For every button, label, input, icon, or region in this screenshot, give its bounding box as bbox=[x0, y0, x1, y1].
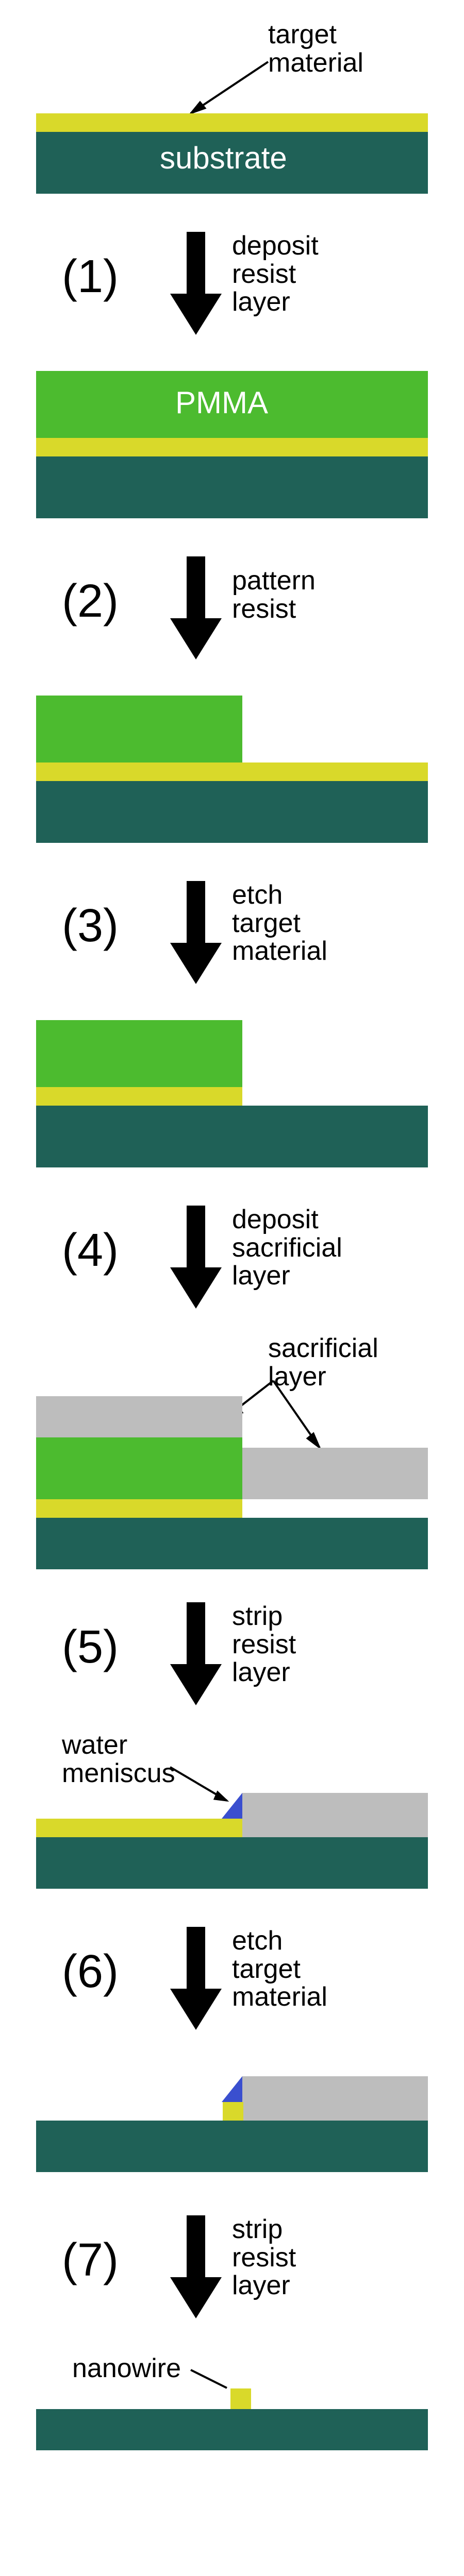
water-meniscus-5 bbox=[222, 1793, 247, 1821]
cross-section-3 bbox=[36, 1020, 428, 1170]
s3t2: target bbox=[232, 908, 301, 938]
layer-sac-side-4 bbox=[242, 1448, 428, 1499]
s6t3: material bbox=[232, 1982, 327, 2012]
step-3-num: (3) bbox=[62, 902, 119, 951]
stage-1: PMMA bbox=[0, 361, 464, 531]
arrow-3 bbox=[170, 881, 222, 984]
s4t3: layer bbox=[232, 1261, 290, 1291]
s7t3: layer bbox=[232, 2270, 290, 2300]
stage-3 bbox=[0, 1010, 464, 1180]
layer-sac-6 bbox=[242, 2076, 428, 2121]
step-4-num: (4) bbox=[62, 1226, 119, 1275]
stage-7: nanowire bbox=[0, 2344, 464, 2478]
label-water-1: water bbox=[62, 1730, 127, 1760]
layer-substrate-3 bbox=[36, 1106, 428, 1167]
s2t1: pattern bbox=[232, 566, 316, 596]
step-1-text: deposit resist layer bbox=[232, 232, 319, 316]
arrow-6 bbox=[170, 1927, 222, 2030]
layer-substrate-5 bbox=[36, 1837, 428, 1889]
layer-sac-5 bbox=[242, 1793, 428, 1837]
label-target-1: target bbox=[268, 20, 337, 49]
cross-section-6 bbox=[36, 2076, 428, 2179]
s7t2: resist bbox=[232, 2243, 296, 2273]
stage-6 bbox=[0, 2056, 464, 2190]
cross-section-7 bbox=[36, 2385, 428, 2468]
s5t2: resist bbox=[232, 1630, 296, 1659]
s6t1: etch bbox=[232, 1926, 283, 1956]
s4t1: deposit bbox=[232, 1205, 319, 1234]
layer-nanowire-7 bbox=[230, 2388, 251, 2409]
cross-section-5 bbox=[36, 1793, 428, 1896]
step-7-text: strip resist layer bbox=[232, 2215, 296, 2300]
layer-pmma-3 bbox=[36, 1020, 242, 1087]
arrow-4 bbox=[170, 1206, 222, 1309]
step-6-num: (6) bbox=[62, 1947, 119, 1996]
stage-initial: target material substrate bbox=[0, 21, 464, 206]
s6t2: target bbox=[232, 1954, 301, 1984]
layer-target-3 bbox=[36, 1087, 242, 1106]
label-water: water meniscus bbox=[62, 1731, 175, 1787]
label-target-2: material bbox=[268, 48, 363, 78]
layer-target-1 bbox=[36, 438, 428, 456]
label-substrate: substrate bbox=[160, 142, 287, 174]
cross-section-0: substrate bbox=[36, 113, 428, 196]
s3t3: material bbox=[232, 936, 327, 966]
step-7-arrow: (7) strip resist layer bbox=[0, 2200, 464, 2334]
label-sac-1: sacrificial bbox=[268, 1333, 378, 1363]
arrow-2 bbox=[170, 556, 222, 659]
layer-substrate-4 bbox=[36, 1518, 428, 1569]
step-2-arrow: (2) pattern resist bbox=[0, 541, 464, 675]
layer-target-4 bbox=[36, 1499, 242, 1518]
label-nanowire: nanowire bbox=[72, 2354, 181, 2383]
layer-target-5 bbox=[36, 1819, 242, 1837]
s2t2: resist bbox=[232, 594, 296, 624]
s7t1: strip bbox=[232, 2214, 283, 2244]
layer-substrate-1 bbox=[36, 456, 428, 518]
layer-target-2 bbox=[36, 762, 428, 781]
water-meniscus-6 bbox=[222, 2076, 247, 2105]
cross-section-2 bbox=[36, 696, 428, 845]
step-1-arrow: (1) deposit resist layer bbox=[0, 216, 464, 350]
s5t3: layer bbox=[232, 1657, 290, 1687]
step-3-text: etch target material bbox=[232, 881, 327, 965]
step-5-num: (5) bbox=[62, 1623, 119, 1672]
layer-pmma-2 bbox=[36, 696, 242, 762]
layer-sac-top-4 bbox=[36, 1396, 242, 1437]
label-target-material: target material bbox=[268, 21, 363, 77]
arrow-5 bbox=[170, 1602, 222, 1705]
s1t1: deposit bbox=[232, 231, 319, 261]
stage-5: water meniscus bbox=[0, 1731, 464, 1901]
layer-substrate-6 bbox=[36, 2121, 428, 2172]
step-6-text: etch target material bbox=[232, 1927, 327, 2011]
layer-substrate-7 bbox=[36, 2409, 428, 2450]
step-5-text: strip resist layer bbox=[232, 1602, 296, 1687]
s5t1: strip bbox=[232, 1601, 283, 1631]
s4t2: sacrificial bbox=[232, 1233, 342, 1263]
s1t3: layer bbox=[232, 287, 290, 317]
layer-pmma-4 bbox=[36, 1437, 242, 1499]
step-2-text: pattern resist bbox=[232, 567, 316, 623]
s3t1: etch bbox=[232, 880, 283, 910]
cross-section-4 bbox=[36, 1396, 428, 1571]
step-3-arrow: (3) etch target material bbox=[0, 866, 464, 999]
step-5-arrow: (5) strip resist layer bbox=[0, 1587, 464, 1721]
step-4-arrow: (4) deposit sacrificial layer bbox=[0, 1190, 464, 1324]
arrow-7 bbox=[170, 2215, 222, 2318]
s1t2: resist bbox=[232, 259, 296, 289]
layer-substrate-2 bbox=[36, 781, 428, 843]
step-7-num: (7) bbox=[62, 2236, 119, 2285]
step-2-num: (2) bbox=[62, 577, 119, 626]
step-6-arrow: (6) etch target material bbox=[0, 1911, 464, 2045]
stage-2 bbox=[0, 685, 464, 855]
step-4-text: deposit sacrificial layer bbox=[232, 1206, 342, 1290]
layer-target-nanowire-6 bbox=[223, 2102, 243, 2121]
cross-section-1: PMMA bbox=[36, 371, 428, 520]
layer-target-0 bbox=[36, 113, 428, 132]
label-pmma: PMMA bbox=[175, 386, 268, 419]
label-water-2: meniscus bbox=[62, 1758, 175, 1788]
stage-4: sacrificial layer bbox=[0, 1334, 464, 1577]
arrow-1 bbox=[170, 232, 222, 335]
step-1-num: (1) bbox=[62, 252, 119, 301]
leader-target bbox=[175, 57, 273, 118]
